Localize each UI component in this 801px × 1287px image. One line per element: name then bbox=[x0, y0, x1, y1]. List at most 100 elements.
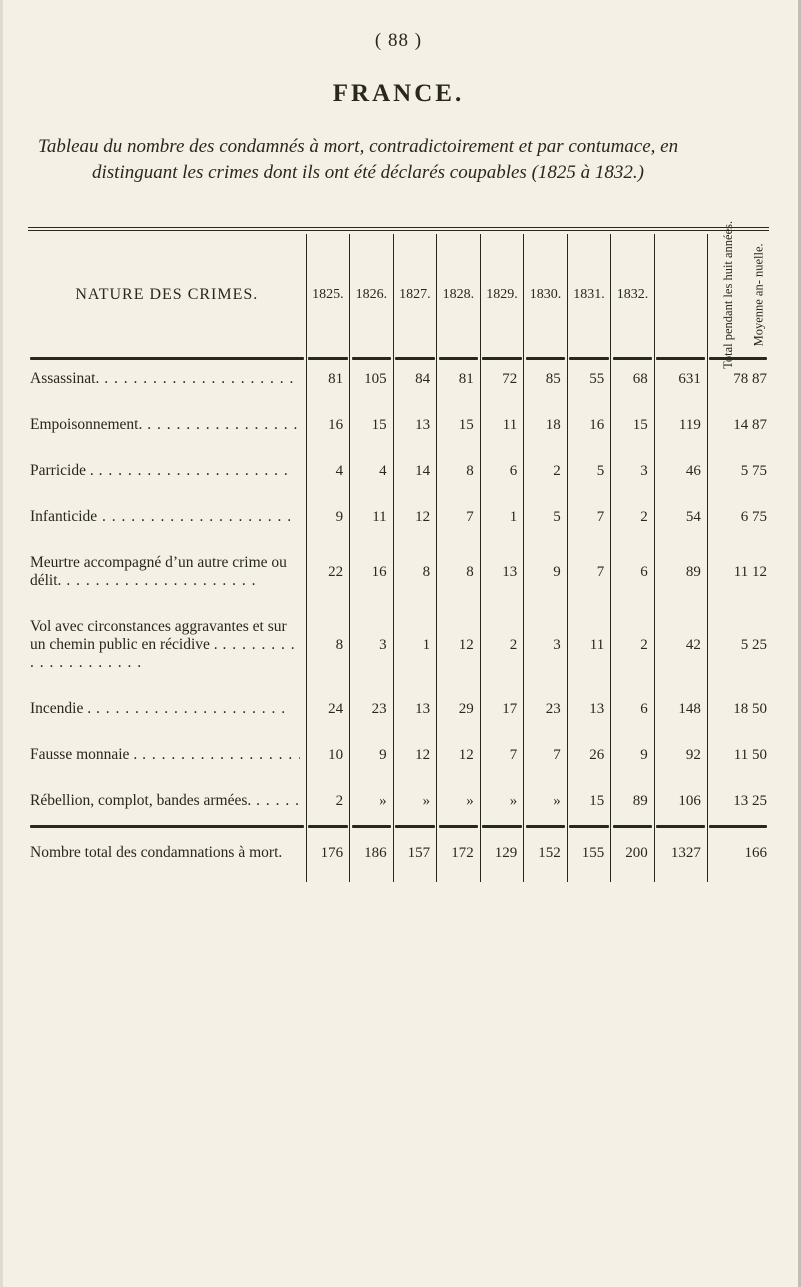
cell: 15 bbox=[350, 402, 394, 448]
cell: 155 bbox=[567, 824, 611, 882]
cell: 7 bbox=[437, 494, 481, 540]
cell: 14 bbox=[393, 448, 437, 494]
col-header-year: 1829. bbox=[480, 234, 524, 356]
col-header-average-text: Moyenne an- nuelle. bbox=[753, 244, 767, 347]
col-header-year: 1832. bbox=[611, 234, 655, 356]
cell: 11 bbox=[567, 604, 611, 686]
cell: 7 bbox=[567, 494, 611, 540]
cell: 106 bbox=[654, 778, 707, 824]
cell: 68 bbox=[611, 356, 655, 402]
cell: 7 bbox=[567, 540, 611, 604]
cell: 13 25 bbox=[707, 778, 769, 824]
cell: 4 bbox=[350, 448, 394, 494]
cell: 119 bbox=[654, 402, 707, 448]
cell: 16 bbox=[306, 402, 350, 448]
cell: 11 50 bbox=[707, 732, 769, 778]
cell: 13 bbox=[393, 686, 437, 732]
cell: 23 bbox=[524, 686, 568, 732]
cell: 129 bbox=[480, 824, 524, 882]
cell: 81 bbox=[306, 356, 350, 402]
cell: 631 bbox=[654, 356, 707, 402]
row-label: Empoisonnement. bbox=[28, 402, 306, 448]
cell: 26 bbox=[567, 732, 611, 778]
cell: 3 bbox=[524, 604, 568, 686]
cell: 152 bbox=[524, 824, 568, 882]
cell: 8 bbox=[393, 540, 437, 604]
cell: 6 75 bbox=[707, 494, 769, 540]
cell: 16 bbox=[567, 402, 611, 448]
table-row: Assassinat. 81 105 84 81 72 85 55 68 631… bbox=[28, 356, 769, 402]
cell: 8 bbox=[437, 448, 481, 494]
cell: 186 bbox=[350, 824, 394, 882]
cell: 78 87 bbox=[707, 356, 769, 402]
cell: 7 bbox=[480, 732, 524, 778]
cell: 9 bbox=[524, 540, 568, 604]
cell: » bbox=[480, 778, 524, 824]
col-header-average: Moyenne an- nuelle. bbox=[707, 234, 769, 356]
cell: » bbox=[350, 778, 394, 824]
cell: 8 bbox=[306, 604, 350, 686]
cell: 6 bbox=[611, 540, 655, 604]
cell: 11 bbox=[350, 494, 394, 540]
table-header-row: NATURE DES CRIMES. 1825. 1826. 1827. 182… bbox=[28, 234, 769, 356]
cell: 3 bbox=[350, 604, 394, 686]
col-header-total: Total pendant les huit années. bbox=[654, 234, 707, 356]
cell: 10 bbox=[306, 732, 350, 778]
cell: 46 bbox=[654, 448, 707, 494]
table-row: Rébellion, complot, bandes armées. 2 » »… bbox=[28, 778, 769, 824]
cell: 16 bbox=[350, 540, 394, 604]
cell: 14 87 bbox=[707, 402, 769, 448]
cell: 9 bbox=[611, 732, 655, 778]
cell: 172 bbox=[437, 824, 481, 882]
col-header-year: 1825. bbox=[306, 234, 350, 356]
table-row: Parricide . 4 4 14 8 6 2 5 3 46 5 75 bbox=[28, 448, 769, 494]
cell: 13 bbox=[567, 686, 611, 732]
page-title: FRANCE. bbox=[28, 80, 769, 108]
cell: 13 bbox=[393, 402, 437, 448]
cell: 15 bbox=[567, 778, 611, 824]
cell: 85 bbox=[524, 356, 568, 402]
cell: 17 bbox=[480, 686, 524, 732]
cell: 2 bbox=[611, 604, 655, 686]
subtitle-line-1: Tableau du nombre des condamnés à mort, … bbox=[38, 136, 678, 157]
cell: 12 bbox=[437, 604, 481, 686]
page-number: ( 88 ) bbox=[28, 30, 769, 52]
cell: 2 bbox=[480, 604, 524, 686]
cell: 42 bbox=[654, 604, 707, 686]
col-header-year: 1826. bbox=[350, 234, 394, 356]
cell: 1 bbox=[393, 604, 437, 686]
cell: 1 bbox=[480, 494, 524, 540]
col-header-year: 1831. bbox=[567, 234, 611, 356]
cell: 15 bbox=[611, 402, 655, 448]
cell: 2 bbox=[524, 448, 568, 494]
row-label: Assassinat. bbox=[28, 356, 306, 402]
table-row: Fausse monnaie . 10 9 12 12 7 7 26 9 92 … bbox=[28, 732, 769, 778]
cell: 12 bbox=[393, 494, 437, 540]
cell: 200 bbox=[611, 824, 655, 882]
cell: 5 75 bbox=[707, 448, 769, 494]
table-row: Empoisonnement. 16 15 13 15 11 18 16 15 … bbox=[28, 402, 769, 448]
cell: » bbox=[524, 778, 568, 824]
table-total-row: Nombre total des condamnations à mort. 1… bbox=[28, 824, 769, 882]
table-row: Incendie . 24 23 13 29 17 23 13 6 148 18… bbox=[28, 686, 769, 732]
cell: 8 bbox=[437, 540, 481, 604]
cell: 176 bbox=[306, 824, 350, 882]
col-header-total-text: Total pendant les huit années. bbox=[722, 221, 736, 369]
col-header-label: NATURE DES CRIMES. bbox=[28, 234, 306, 356]
table-row: Infanticide 9 11 12 7 1 5 7 2 54 6 75 bbox=[28, 494, 769, 540]
cell: 22 bbox=[306, 540, 350, 604]
table-row: Vol avec circonstances aggravantes et su… bbox=[28, 604, 769, 686]
cell: 1327 bbox=[654, 824, 707, 882]
cell: » bbox=[393, 778, 437, 824]
row-label: Parricide . bbox=[28, 448, 306, 494]
cell: 4 bbox=[306, 448, 350, 494]
cell: 11 12 bbox=[707, 540, 769, 604]
row-label: Rébellion, complot, bandes armées. bbox=[28, 778, 306, 824]
cell: 9 bbox=[350, 732, 394, 778]
cell: 105 bbox=[350, 356, 394, 402]
cell: 7 bbox=[524, 732, 568, 778]
cell: 84 bbox=[393, 356, 437, 402]
cell: 2 bbox=[306, 778, 350, 824]
cell: 2 bbox=[611, 494, 655, 540]
subtitle: Tableau du nombre des condamnés à mort, … bbox=[38, 134, 759, 185]
